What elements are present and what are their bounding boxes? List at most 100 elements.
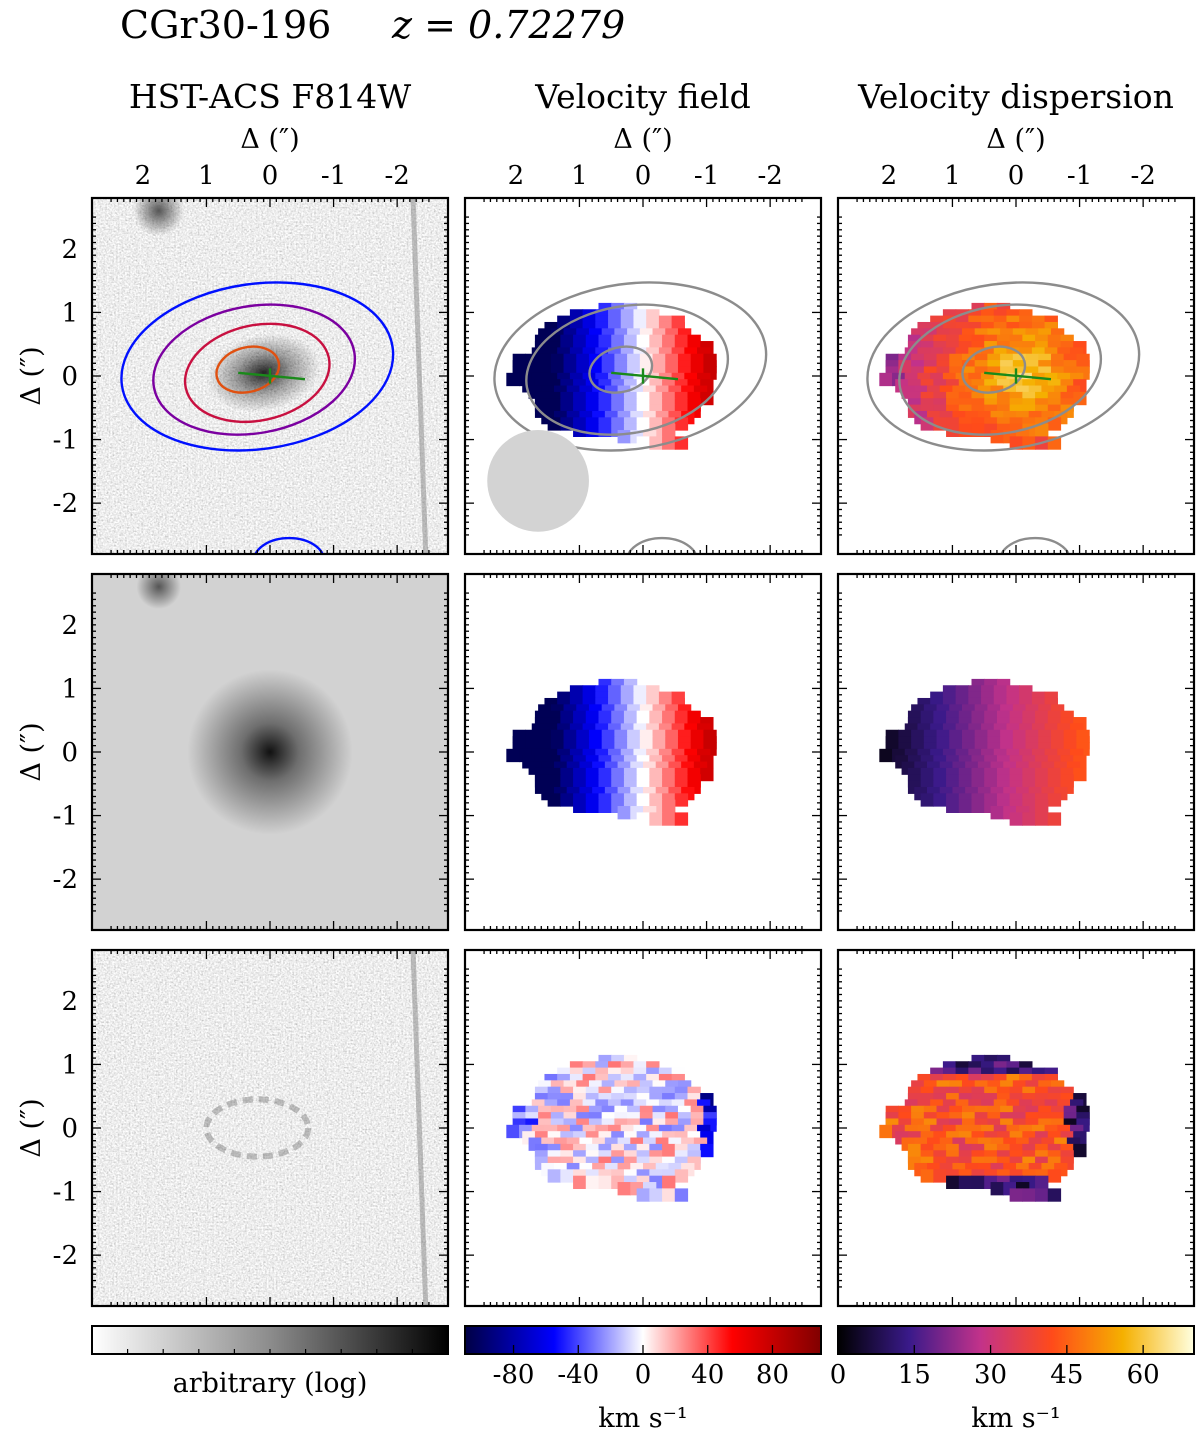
isophote-contour	[961, 345, 1027, 394]
colorbars: arbitrary (log) -80 -40 0 40 80 km s⁻¹ 0 15 30 45 6…	[91, 1325, 1195, 1434]
x-tick-label: 2	[135, 161, 152, 191]
colorbar-tick-label: 15	[898, 1360, 931, 1390]
panel-r1-c1: 2 1 0 -1 -2 Δ (″)	[16, 196, 450, 556]
colorbar-tick-label: -40	[557, 1360, 599, 1390]
redshift: z = 0.72279	[391, 3, 625, 47]
panel-r2-c1: 2 1 0 -1 -2 Δ (″)	[16, 572, 450, 932]
y-axis-label: Δ (″)	[16, 1098, 47, 1157]
model-neighbour	[136, 574, 181, 609]
map-pixel	[506, 748, 520, 763]
map-pixel	[1073, 1143, 1087, 1158]
panel-r3-c1: 2 1 0 -1 -2 Δ (″)	[16, 948, 450, 1308]
map-pixel	[946, 799, 960, 813]
isophote-contour	[215, 345, 281, 394]
colorbar-gradient	[837, 1325, 1195, 1355]
velocity-map	[506, 678, 717, 826]
isophote-contour	[120, 281, 395, 452]
map-pixel	[1035, 799, 1049, 813]
column-title-velocity: Velocity field	[534, 77, 750, 116]
map-pixel	[958, 799, 973, 813]
neighbour-contour	[254, 536, 324, 554]
map-pixel	[662, 799, 676, 813]
map-pixel	[617, 806, 631, 820]
y-tick-label: 1	[61, 1050, 78, 1080]
map-pixel	[506, 1124, 520, 1139]
y-tick-label: 0	[61, 738, 78, 768]
colorbar-1: arbitrary (log)	[91, 1325, 449, 1399]
map-pixel	[547, 1169, 561, 1183]
colorbar-label: km s⁻¹	[598, 1403, 687, 1434]
y-tick-label: 2	[61, 987, 78, 1017]
map-pixel	[879, 1124, 893, 1139]
map-pixel	[636, 812, 650, 826]
x-tick-label: 1	[198, 161, 215, 191]
map-pixel	[662, 1175, 676, 1189]
panel-r2-c3	[836, 572, 1196, 932]
x-tick-label: 2	[508, 161, 525, 191]
panel-r1-c2	[463, 196, 823, 556]
map-pixel	[617, 430, 631, 444]
x-tick-label: 0	[262, 161, 279, 191]
y-tick-label: -1	[53, 802, 78, 832]
colorbar-tick-label: 45	[1050, 1360, 1083, 1390]
x-tick-label: -1	[694, 161, 719, 191]
map-pixel	[879, 748, 893, 763]
map-pixel	[971, 1175, 985, 1189]
x-axis-label: Δ (″)	[986, 124, 1045, 155]
map-pixel	[573, 1175, 587, 1189]
map-pixel	[700, 1143, 714, 1158]
y-tick-label: 2	[61, 235, 78, 265]
x-tick-label: 1	[571, 161, 588, 191]
map-pixel	[1022, 1188, 1036, 1202]
panel-r3-c2	[463, 948, 823, 1308]
column-title-hst: HST-ACS F814W	[129, 77, 411, 116]
colorbar-2: -80 -40 0 40 80 km s⁻¹	[464, 1325, 822, 1434]
map-pixel	[674, 1188, 689, 1202]
colorbar-tick-label: 30	[974, 1360, 1007, 1390]
map-pixel	[1047, 1188, 1062, 1202]
x-tick-label: 0	[1008, 161, 1025, 191]
map-pixel	[662, 423, 676, 437]
colorbar-tick-label: 0	[635, 1360, 652, 1390]
velocity-map	[506, 1054, 717, 1202]
y-tick-label: -2	[53, 489, 78, 519]
y-tick-label: 1	[61, 674, 78, 704]
map-pixel	[662, 1188, 676, 1202]
y-tick-label: 2	[61, 611, 78, 641]
map-pixel	[990, 1182, 1004, 1196]
colorbar-label: arbitrary (log)	[173, 1368, 368, 1399]
map-pixel	[971, 799, 985, 813]
isophote-contour	[493, 281, 768, 452]
colorbar-tick-label: 60	[1127, 1360, 1160, 1390]
map-pixel	[1047, 812, 1062, 826]
map-pixel	[990, 430, 1004, 444]
x-tick-label: 1	[944, 161, 961, 191]
map-pixel	[920, 1169, 934, 1183]
map-pixel	[879, 372, 893, 387]
object-name: CGr30-196	[120, 3, 331, 47]
dispersion-map	[879, 678, 1090, 826]
colorbar-3: 0 15 30 45 60 km s⁻¹	[830, 1325, 1195, 1434]
y-tick-label: -2	[53, 1241, 78, 1271]
map-pixel	[1047, 1169, 1062, 1183]
map-pixel	[1035, 1175, 1049, 1189]
neighbour-contour	[627, 536, 697, 554]
x-tick-label: 2	[881, 161, 898, 191]
y-tick-label: -1	[53, 1178, 78, 1208]
map-pixel	[674, 812, 689, 826]
map-pixel	[585, 799, 600, 813]
colorbar-tick-label: 80	[756, 1360, 789, 1390]
panel-r2-c2	[463, 572, 823, 932]
x-tick-label: -2	[1130, 161, 1155, 191]
map-pixel	[649, 1188, 663, 1202]
y-tick-label: 1	[61, 298, 78, 328]
isophote-contour	[525, 303, 730, 436]
major-axis-line	[984, 371, 1052, 381]
x-tick-label: 0	[635, 161, 652, 191]
hst-image	[92, 950, 448, 1306]
map-pixel	[958, 1175, 973, 1189]
map-pixel	[547, 793, 561, 807]
psf-beam	[487, 430, 589, 532]
map-pixel	[1022, 812, 1036, 826]
